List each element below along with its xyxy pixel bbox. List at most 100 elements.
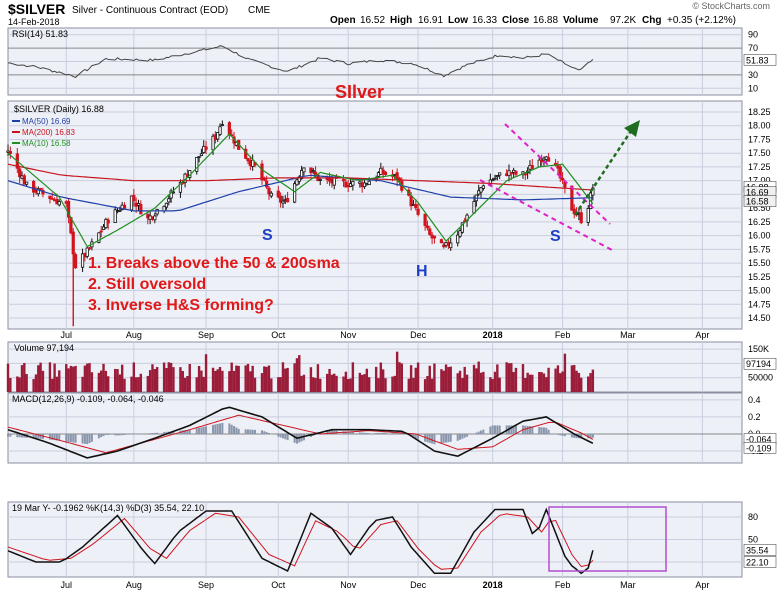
contract-description: Silver - Continuous Contract (EOD) bbox=[72, 5, 228, 16]
volume-bar bbox=[367, 377, 371, 392]
macd-histogram-bar bbox=[146, 433, 149, 434]
volume-bar bbox=[358, 372, 362, 392]
candlestick bbox=[276, 186, 280, 199]
candlestick bbox=[428, 225, 432, 236]
macd-histogram-bar bbox=[263, 431, 266, 434]
volume-bar bbox=[428, 365, 431, 392]
stochastic-tick-label: 50 bbox=[748, 535, 758, 545]
macd-histogram-bar bbox=[249, 429, 252, 434]
candlestick bbox=[344, 176, 348, 188]
macd-histogram-bar bbox=[37, 433, 40, 439]
candlestick bbox=[458, 228, 462, 238]
ma50-legend: MA(50) 16.69 bbox=[22, 117, 71, 126]
macd-histogram-bar bbox=[575, 433, 578, 439]
candlestick bbox=[101, 223, 106, 231]
macd-histogram-bar bbox=[247, 429, 250, 434]
chg-label: Chg bbox=[642, 15, 661, 26]
volume-bar bbox=[232, 370, 236, 392]
macd-histogram-bar bbox=[212, 424, 215, 434]
macd-histogram-bar bbox=[514, 425, 517, 434]
macd-histogram-bar bbox=[139, 433, 142, 435]
annotation-title: SIlver bbox=[335, 82, 384, 102]
volume-bar bbox=[416, 362, 420, 392]
macd-tick-label: 0.2 bbox=[748, 412, 761, 422]
volume-bar bbox=[20, 365, 24, 392]
x-tick-label-bottom: Apr bbox=[695, 580, 709, 590]
candlestick bbox=[57, 199, 61, 207]
macd-histogram-bar bbox=[90, 433, 93, 442]
rsi-tick-label: 90 bbox=[748, 30, 758, 40]
candlestick bbox=[39, 187, 43, 191]
macd-histogram-bar bbox=[39, 433, 42, 439]
candle-body bbox=[167, 198, 171, 203]
candlestick bbox=[85, 245, 89, 259]
volume-bar bbox=[561, 371, 564, 392]
macd-histogram-bar bbox=[538, 427, 541, 434]
x-tick-label-price: Nov bbox=[340, 330, 357, 340]
macd-histogram-bar bbox=[286, 433, 289, 441]
candle-body bbox=[546, 157, 551, 162]
macd-histogram-bar bbox=[202, 426, 205, 434]
volume-bar bbox=[540, 372, 543, 392]
volume-bar bbox=[51, 378, 54, 392]
macd-histogram-bar bbox=[377, 432, 380, 434]
moving-average-line-0 bbox=[7, 174, 593, 212]
candlestick bbox=[481, 184, 485, 191]
candlestick bbox=[178, 179, 183, 198]
macd-histogram-bar bbox=[559, 433, 562, 436]
volume-bar bbox=[491, 378, 494, 392]
macd-histogram-bar bbox=[589, 433, 592, 439]
macd-histogram-bar bbox=[344, 431, 347, 434]
candle-body bbox=[122, 204, 127, 209]
candlestick bbox=[153, 212, 157, 224]
volume-bar bbox=[309, 367, 313, 392]
volume-bar bbox=[374, 366, 378, 392]
macd-histogram-bar bbox=[260, 430, 263, 434]
stochastic-d-badge: 22.10 bbox=[746, 557, 769, 567]
volume-bar bbox=[349, 378, 352, 392]
candle-body bbox=[178, 181, 183, 193]
macd-histogram-bar bbox=[556, 433, 559, 435]
volume-bar bbox=[524, 378, 527, 392]
candlestick bbox=[164, 202, 169, 210]
macd-histogram-bar bbox=[121, 433, 124, 436]
candle-body bbox=[332, 177, 336, 186]
volume-bar bbox=[335, 375, 338, 392]
macd-histogram-bar bbox=[512, 425, 515, 434]
candle-body bbox=[22, 175, 26, 185]
volume-bar bbox=[542, 373, 546, 392]
candle-body bbox=[99, 230, 103, 233]
macd-histogram-bar bbox=[382, 432, 385, 434]
price-panel-label: $SILVER (Daily) 16.88 bbox=[14, 104, 104, 114]
candle-body bbox=[432, 235, 437, 239]
volume-bar bbox=[559, 373, 562, 392]
volume-bar bbox=[211, 367, 215, 392]
macd-histogram-bar bbox=[491, 425, 494, 434]
volume-bar bbox=[25, 374, 28, 392]
candle-body bbox=[39, 188, 43, 190]
volume-bar bbox=[342, 376, 345, 392]
volume-bar bbox=[433, 363, 436, 392]
candlestick bbox=[97, 232, 101, 244]
candlestick bbox=[341, 174, 346, 187]
symbol-title: $SILVER bbox=[8, 1, 65, 17]
volume-bar bbox=[440, 369, 443, 392]
macd-histogram-bar bbox=[205, 426, 208, 434]
volume-value-badge: 97194 bbox=[746, 359, 771, 369]
candlestick bbox=[199, 148, 204, 157]
volume-bar bbox=[286, 367, 289, 392]
volume-bar bbox=[507, 363, 511, 392]
volume-bar bbox=[328, 368, 331, 392]
candlestick bbox=[99, 225, 103, 238]
volume-bar bbox=[472, 364, 476, 392]
candle-body bbox=[383, 171, 388, 176]
volume-bar bbox=[39, 362, 42, 392]
x-tick-label-bottom: Sep bbox=[198, 580, 214, 590]
candlestick bbox=[432, 235, 437, 244]
volume-bar bbox=[267, 365, 271, 392]
candlestick bbox=[48, 195, 52, 204]
macd-histogram-bar bbox=[244, 429, 247, 434]
stochastic-layer bbox=[7, 507, 594, 575]
volume-bar bbox=[384, 378, 387, 392]
candlestick bbox=[351, 180, 355, 191]
